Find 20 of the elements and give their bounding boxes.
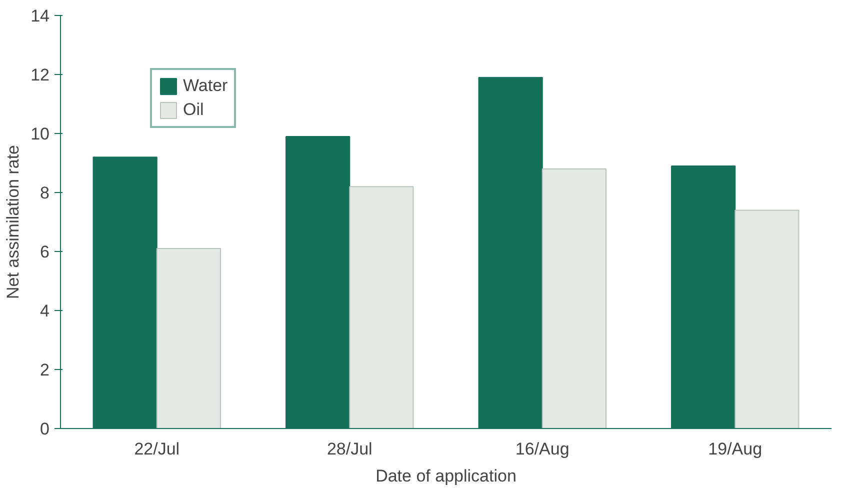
- bar: [156, 248, 221, 428]
- y-tick-label: 8: [40, 184, 50, 202]
- x-tick-label: 16/Aug: [515, 440, 570, 458]
- y-tick-label: 2: [40, 360, 50, 380]
- legend-label: Oil: [183, 100, 204, 120]
- x-tick-label: 22/Jul: [134, 440, 180, 458]
- bar: [542, 168, 606, 428]
- y-tick-label: 12: [30, 66, 50, 84]
- legend-label: Water: [183, 76, 228, 96]
- y-tick-label: 14: [30, 6, 50, 26]
- bar: [734, 210, 800, 428]
- bar: [349, 186, 414, 428]
- y-axis-title: Net assimilation rate: [4, 144, 23, 299]
- x-tick-label: 19/Aug: [708, 440, 762, 458]
- x-axis-title: Date of application: [376, 466, 516, 486]
- y-tick-label: 0: [40, 420, 50, 438]
- y-tick-label: 4: [40, 302, 50, 320]
- y-tick-label: 10: [30, 124, 50, 144]
- x-tick-label: 28/Jul: [326, 440, 372, 458]
- y-tick-label: 6: [40, 242, 50, 262]
